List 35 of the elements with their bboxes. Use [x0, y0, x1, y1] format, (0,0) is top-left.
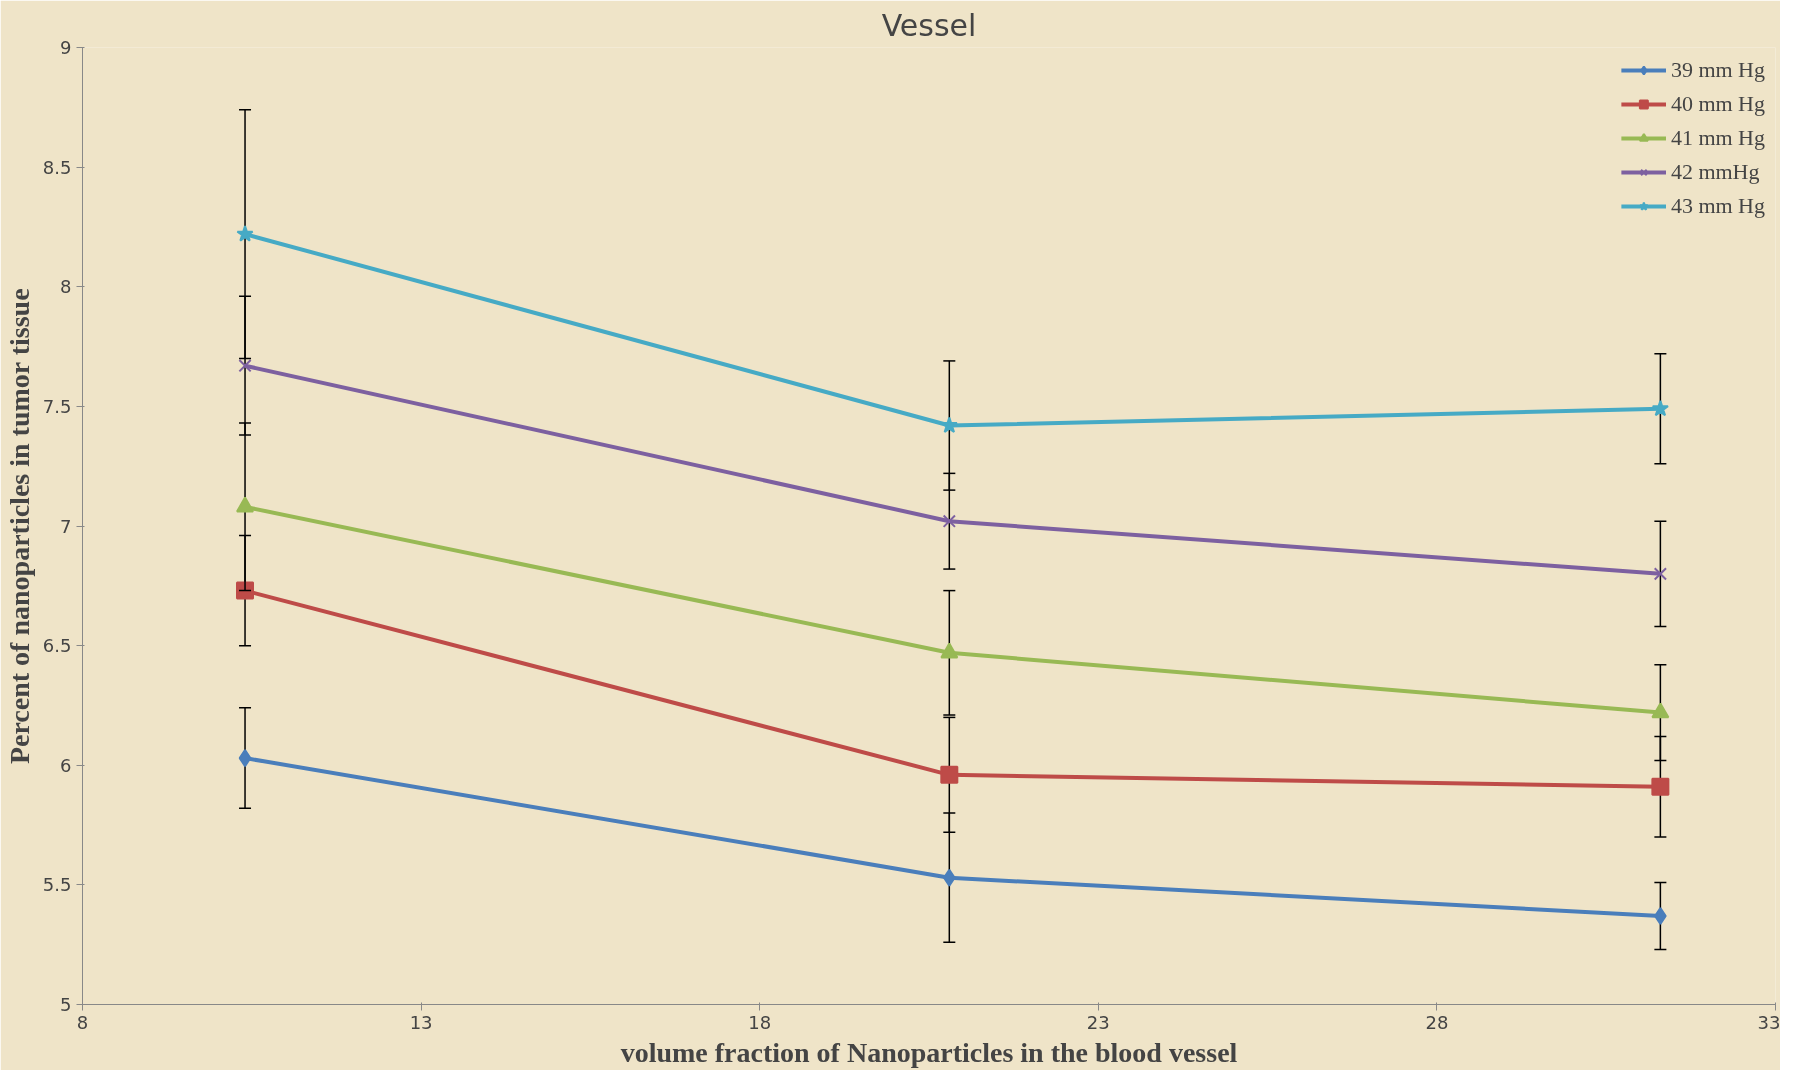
- point: [940, 765, 959, 784]
- x-tick-label: 8: [76, 1011, 89, 1033]
- chart-title: Vessel: [881, 7, 977, 43]
- x-tick-label: 33: [1757, 1011, 1781, 1033]
- point: [1651, 702, 1670, 719]
- x-tick-label: 28: [1425, 1011, 1449, 1033]
- x-tick-label: 18: [748, 1011, 772, 1033]
- legend-label: 39 mm Hg: [1670, 57, 1765, 83]
- legend-label: 43 mm Hg: [1670, 193, 1765, 219]
- y-tick-label: 6: [60, 754, 72, 776]
- y-tick-label: 7.5: [42, 395, 72, 417]
- y-tick-label: 6.5: [42, 635, 72, 657]
- y-tick-label: 5.5: [42, 874, 72, 896]
- x-tick-label: 23: [1086, 1011, 1110, 1033]
- y-tick-label: 8: [60, 276, 72, 298]
- y-axis-title: Percent of nanoparticles in tumor tissue: [3, 288, 35, 765]
- point: [1651, 399, 1669, 417]
- y-tick-label: 9: [60, 37, 72, 58]
- y-tick-label: 5: [60, 994, 72, 1015]
- x-tick-label: 13: [409, 1011, 433, 1033]
- point: [236, 496, 255, 513]
- point: [942, 514, 956, 528]
- point: [1653, 567, 1668, 581]
- y-tick-label: 8.5: [42, 156, 72, 178]
- point: [238, 749, 252, 768]
- legend-label: 42 mmHg: [1670, 159, 1760, 185]
- point: [940, 642, 959, 659]
- point: [236, 225, 254, 242]
- legend-label: 41 mm Hg: [1670, 125, 1765, 151]
- x-axis-title: volume fraction of Nanoparticles in the blood vessel: [620, 1036, 1238, 1068]
- point: [1651, 777, 1670, 796]
- point: [942, 868, 956, 887]
- point: [238, 359, 252, 373]
- legend-label: 40 mm Hg: [1670, 91, 1765, 117]
- y-tick-label: 7: [60, 515, 72, 537]
